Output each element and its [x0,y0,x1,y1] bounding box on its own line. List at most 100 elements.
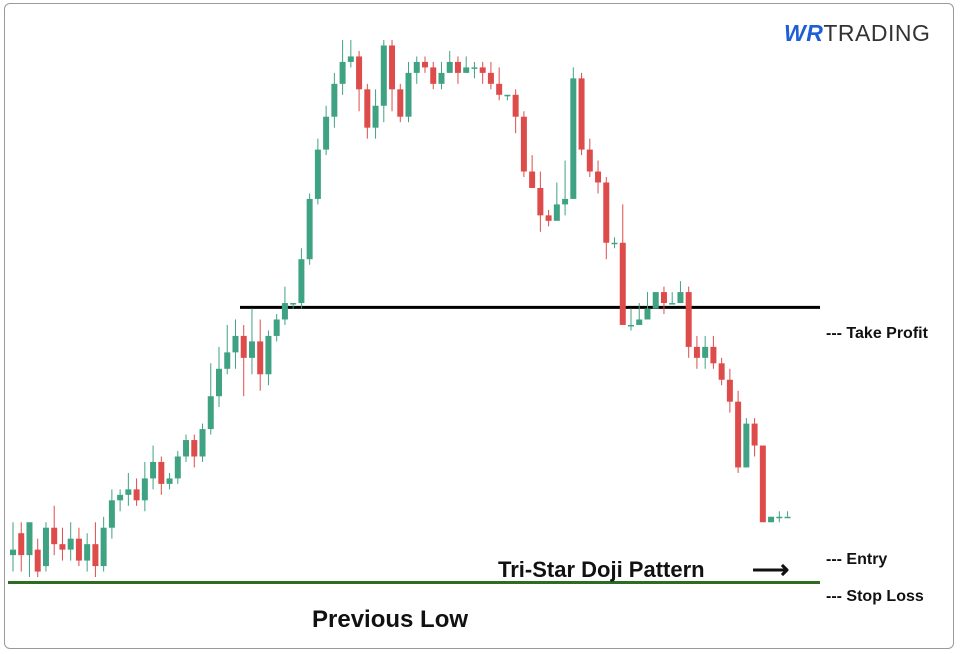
candle [273,314,280,342]
candle-body [529,171,536,188]
candle [586,138,593,177]
candle-body [759,445,766,523]
candle [405,61,412,123]
candle-body [133,489,140,501]
candle-body [314,149,321,199]
candle-body [784,516,791,519]
candle [158,456,165,495]
candle-body [306,198,313,260]
take-profit-label: --- Take Profit [826,325,928,342]
candle-body [702,346,709,358]
candle [257,319,264,391]
candle [314,138,321,205]
candle [232,319,239,369]
candle-body [471,67,478,69]
candle-body [595,171,602,183]
candle-body [298,259,305,304]
candle-body [628,324,634,327]
candle [693,335,700,369]
candle-body [446,61,453,73]
candle [743,418,750,468]
candle-body [512,94,519,117]
candle [553,182,560,221]
candle [84,533,91,572]
candle-body [537,187,544,216]
candle-body [743,423,750,468]
candle-body [281,303,288,320]
candle-body [586,149,593,172]
arrow-right-icon: ⟶ [752,554,790,584]
candle [413,56,420,84]
wr-trading-logo: WRTRADING [784,20,930,47]
candle [183,434,190,462]
candle-body [726,379,733,402]
candle [438,61,445,90]
candle-body [389,45,396,90]
candle-body [578,78,585,150]
candle-body [364,89,371,128]
candle [570,67,577,199]
candle-body [504,94,511,97]
candle [479,61,486,84]
candle-body [487,72,494,84]
candle-body [248,341,255,358]
candle-body [652,292,659,309]
candle-body [158,461,165,484]
entry-label: --- Entry [826,551,888,568]
candle-body [75,538,82,561]
candle-body [570,78,577,199]
candle [364,83,371,139]
candle [735,390,742,473]
candle [726,368,733,413]
candle [529,155,536,188]
candle-body [67,538,74,550]
candle [578,72,585,156]
candle-body [669,303,676,305]
candle-body [232,335,239,353]
candle [603,177,610,260]
candle-body [347,56,354,62]
candle-body [240,335,247,358]
candle [776,511,783,523]
candle [718,357,725,386]
candle [265,330,272,386]
candle [636,303,643,325]
candle [669,292,676,305]
candle-body [768,516,775,523]
candle [562,160,569,216]
candle-body [677,292,684,304]
candle-body [42,527,49,567]
candle [174,451,181,484]
candle [454,56,461,84]
candle [595,160,602,194]
candle-body [150,461,157,479]
candle-body [18,533,25,556]
candle-body [422,61,428,68]
candle-body [10,549,16,556]
candle-body [290,303,297,305]
candle [710,335,717,369]
candle-body [776,516,783,519]
candle-body [496,83,503,95]
candle-body [92,544,99,567]
candle [331,72,338,128]
candle-body [183,440,190,457]
candle [347,40,354,68]
candle-body [751,423,758,446]
candle-body [356,56,363,90]
candle [26,522,33,578]
candle [520,111,527,177]
candle-body [84,544,91,561]
candle [339,40,346,95]
candle-body [718,363,725,380]
candle [380,40,387,123]
candle-body [438,72,445,84]
candle [768,516,775,523]
candle-body [257,341,264,375]
candle [611,237,618,249]
candle [298,248,305,309]
candle [372,89,379,139]
candle-body [34,549,41,572]
candle [75,527,82,567]
